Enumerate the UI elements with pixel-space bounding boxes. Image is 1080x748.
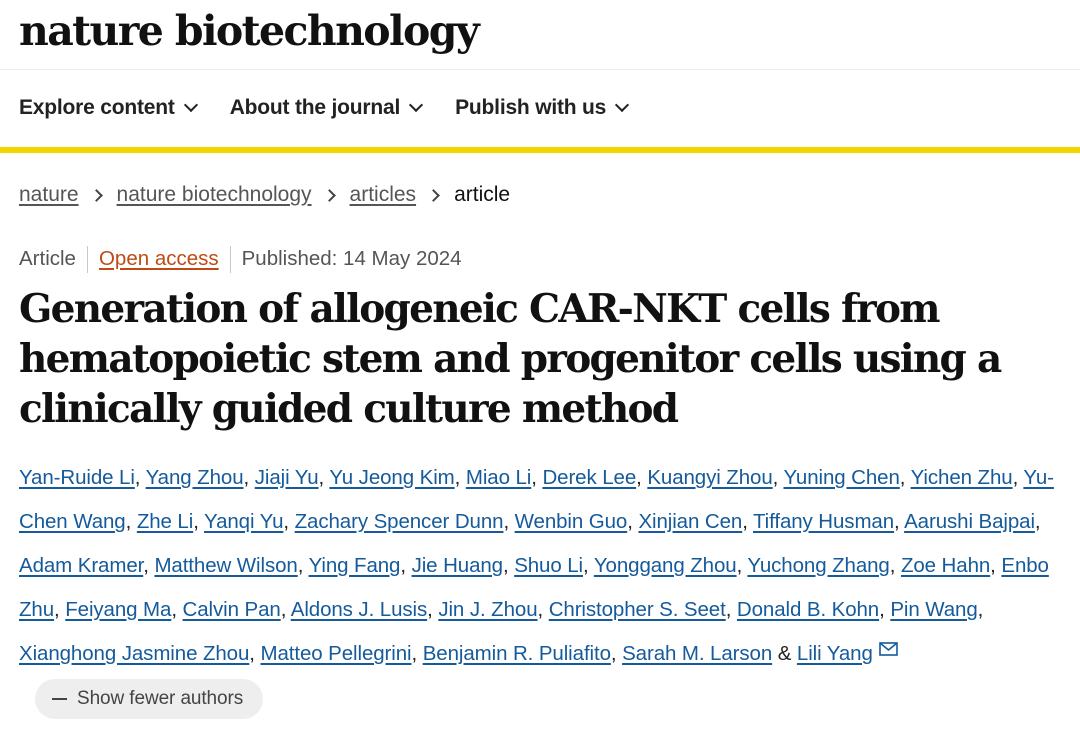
author-link[interactable]: Ying Fang	[308, 554, 401, 577]
nav-publish-with-us[interactable]: Publish with us	[455, 95, 630, 120]
author-list: Yan-Ruide Li, Yang Zhou, Jiaji Yu, Yu Je…	[19, 456, 1069, 720]
breadcrumb-link-articles[interactable]: articles	[349, 183, 417, 206]
author-link[interactable]: Miao Li	[465, 466, 532, 489]
breadcrumb: nature nature biotechnology articles art…	[19, 180, 1080, 210]
author-link[interactable]: Xinjian Cen	[638, 510, 743, 533]
chevron-down-icon	[615, 97, 630, 113]
main-nav: Explore content About the journal Publis…	[0, 70, 1080, 147]
author-link[interactable]: Tiffany Husman	[753, 510, 895, 533]
nav-item-label: Explore content	[19, 95, 175, 119]
breadcrumb-link-nature-biotechnology[interactable]: nature biotechnology	[116, 183, 312, 206]
author-link[interactable]: Yang Zhou	[145, 466, 244, 489]
author-link[interactable]: Shuo Li	[514, 554, 584, 577]
author-link[interactable]: Yonggang Zhou	[593, 554, 737, 577]
author-link[interactable]: Yuning Chen	[783, 466, 900, 489]
author-link[interactable]: Aldons J. Lusis	[290, 598, 428, 621]
author-link[interactable]: Jin J. Zhou	[438, 598, 538, 621]
author-link[interactable]: Aarushi Bajpai	[904, 510, 1035, 533]
nav-item-label: Publish with us	[455, 95, 607, 119]
published-date: Published: 14 May 2024	[241, 247, 462, 270]
author-link[interactable]: Benjamin R. Puliafito	[422, 642, 611, 665]
author-link[interactable]: Zoe Hahn	[900, 554, 991, 577]
author-link[interactable]: Yichen Zhu	[910, 466, 1013, 489]
author-link[interactable]: Yan-Ruide Li	[19, 466, 135, 489]
mail-icon[interactable]	[878, 642, 898, 656]
author-link[interactable]: Feiyang Ma	[65, 598, 172, 621]
meta-divider	[86, 245, 88, 273]
journal-logo[interactable]: nature biotechnology	[19, 7, 480, 55]
chevron-right-icon	[427, 188, 440, 202]
breadcrumb-current: article	[454, 183, 511, 206]
author-link[interactable]: Yuchong Zhang	[747, 554, 890, 577]
author-link[interactable]: Lili Yang	[796, 642, 873, 665]
author-link[interactable]: Zachary Spencer Dunn	[294, 510, 504, 533]
author-link[interactable]: Wenbin Guo	[514, 510, 628, 533]
author-link[interactable]: Yu Jeong Kim	[329, 466, 455, 489]
author-link[interactable]: Donald B. Kohn	[736, 598, 880, 621]
show-fewer-label: Show fewer authors	[77, 687, 244, 709]
author-link[interactable]: Jiaji Yu	[254, 466, 319, 489]
accent-bar	[0, 147, 1080, 153]
meta-divider	[229, 245, 231, 273]
author-link[interactable]: Enbo Zhu	[19, 554, 1049, 621]
author-link[interactable]: Matthew Wilson	[154, 554, 298, 577]
nav-explore-content[interactable]: Explore content	[19, 95, 198, 120]
author-link[interactable]: Christopher S. Seet	[548, 598, 726, 621]
author-link[interactable]: Yanqi Yu	[204, 510, 284, 533]
author-link[interactable]: Adam Kramer	[19, 554, 144, 577]
author-link[interactable]: Xianghong Jasmine Zhou	[19, 642, 250, 665]
author-link[interactable]: Yu-Chen Wang	[19, 466, 1054, 533]
author-link[interactable]: Derek Lee	[542, 466, 637, 489]
chevron-down-icon	[183, 97, 198, 113]
author-link[interactable]: Zhe Li	[136, 510, 194, 533]
chevron-down-icon	[409, 97, 424, 113]
author-link[interactable]: Pin Wang	[890, 598, 978, 621]
masthead: nature biotechnology	[0, 0, 1080, 70]
author-link[interactable]: Kuangyi Zhou	[647, 466, 773, 489]
nav-item-label: About the journal	[229, 95, 401, 119]
article-meta: Article Open access Published: 14 May 20…	[19, 244, 1080, 274]
minus-icon	[52, 697, 67, 700]
chevron-right-icon	[322, 188, 336, 202]
article-type: Article	[19, 247, 76, 270]
chevron-right-icon	[89, 188, 103, 202]
author-link[interactable]: Calvin Pan	[182, 598, 281, 621]
article-title: Generation of allogeneic CAR-NKT cells f…	[19, 286, 1002, 432]
author-link[interactable]: Matteo Pellegrini	[260, 642, 412, 665]
nav-about-journal[interactable]: About the journal	[229, 95, 424, 120]
breadcrumb-link-nature[interactable]: nature	[19, 183, 79, 206]
open-access-link[interactable]: Open access	[98, 247, 219, 270]
author-link[interactable]: Jie Huang	[411, 554, 504, 577]
author-link[interactable]: Sarah M. Larson	[622, 642, 773, 665]
show-fewer-authors-button[interactable]: Show fewer authors	[35, 678, 264, 719]
